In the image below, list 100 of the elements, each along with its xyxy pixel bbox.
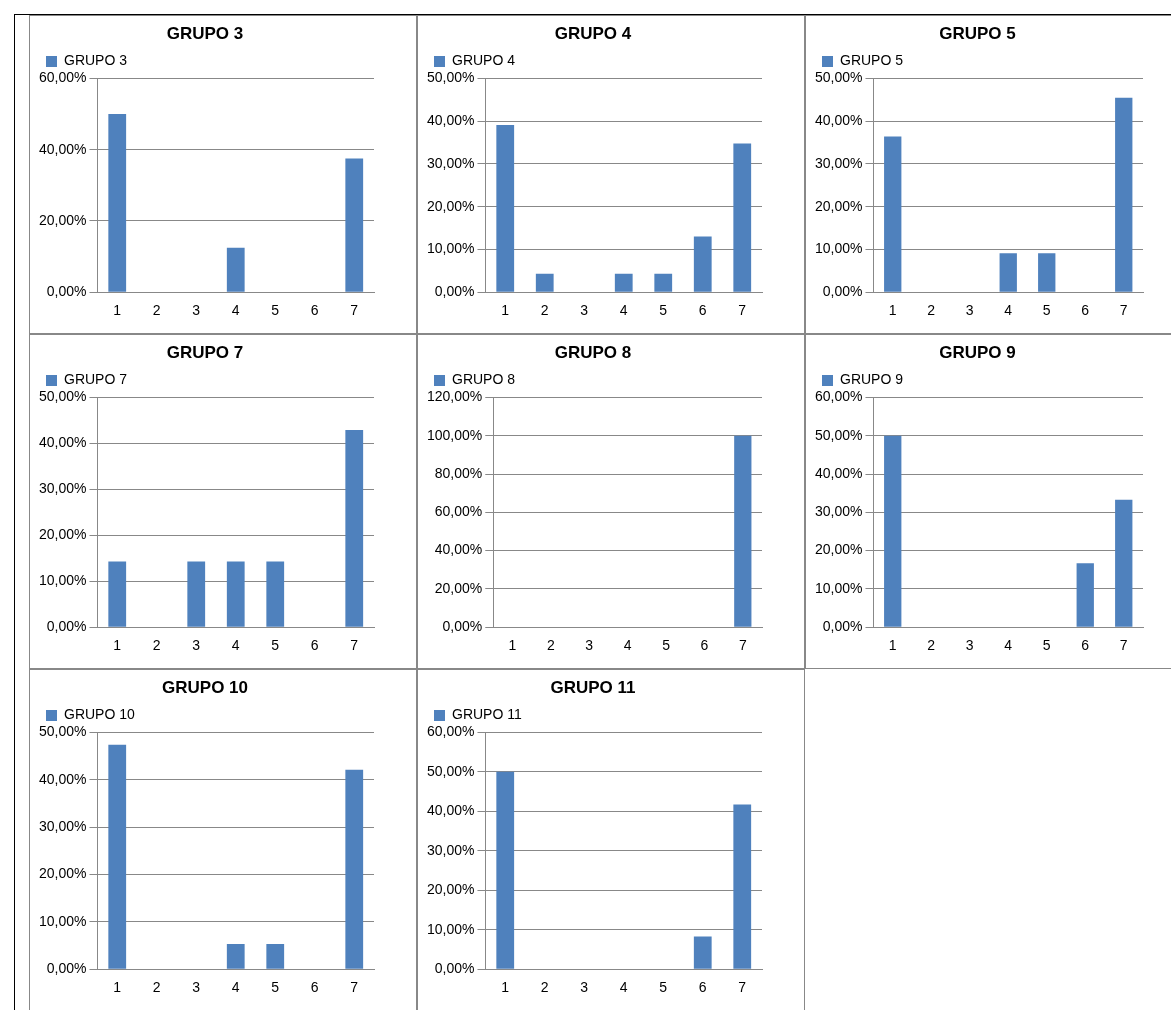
y-tick-label: 10,00% [815, 240, 863, 257]
y-tick-label: 10,00% [427, 920, 475, 937]
x-tick-label: 6 [1081, 302, 1090, 319]
y-tick-label: 20,00% [427, 197, 475, 214]
x-tick-label: 2 [152, 302, 161, 319]
x-tick-label: 3 [192, 637, 201, 654]
chart-title: GRUPO 7 [166, 342, 244, 362]
y-tick-label: 10,00% [39, 572, 87, 589]
y-tick-label: 20,00% [39, 211, 87, 228]
x-tick-label: 7 [350, 637, 359, 654]
x-tick-label: 4 [1004, 637, 1013, 654]
x-tick-label: 2 [927, 637, 936, 654]
legend-label: GRUPO 10 [64, 706, 136, 723]
x-tick-label: 7 [350, 979, 359, 996]
chart-title: GRUPO 8 [554, 342, 632, 362]
x-tick-label: 6 [698, 979, 707, 996]
legend-label: GRUPO 11 [452, 706, 522, 723]
y-tick-label: 40,00% [39, 770, 87, 787]
y-tick-label: 50,00% [427, 762, 475, 779]
y-tick-label: 10,00% [39, 912, 87, 929]
y-tick-label: 20,00% [815, 197, 863, 214]
x-tick-label: 1 [113, 979, 122, 996]
y-tick-label: 0,00% [434, 960, 475, 977]
y-tick-label: 50,00% [39, 723, 87, 740]
x-tick-label: 4 [623, 637, 632, 654]
x-tick-label: 4 [1004, 302, 1013, 319]
y-tick-label: 40,00% [39, 140, 87, 157]
x-tick-label: 1 [888, 302, 897, 319]
x-tick-label: 3 [580, 302, 589, 319]
chart-title: GRUPO 5 [939, 23, 1016, 43]
chart-title: GRUPO 11 [550, 677, 636, 697]
y-tick-label: 60,00% [39, 69, 87, 86]
y-tick-label: 20,00% [427, 881, 475, 898]
legend-label: GRUPO 5 [840, 52, 904, 69]
y-tick-label: 0,00% [46, 960, 87, 977]
x-tick-label: 5 [271, 637, 280, 654]
y-tick-label: 50,00% [39, 388, 87, 405]
x-tick-label: 6 [698, 302, 707, 319]
y-tick-label: 30,00% [427, 154, 475, 171]
y-tick-label: 30,00% [39, 817, 87, 834]
x-tick-label: 1 [888, 637, 897, 654]
x-tick-label: 4 [619, 979, 628, 996]
y-tick-label: 20,00% [815, 541, 863, 558]
y-tick-label: 30,00% [815, 503, 863, 520]
x-tick-label: 2 [927, 302, 936, 319]
chart-title: GRUPO 10 [162, 677, 248, 697]
x-tick-label: 1 [508, 637, 517, 654]
legend-label: GRUPO 7 [64, 371, 128, 388]
chart-title: GRUPO 3 [166, 23, 244, 43]
y-tick-label: 20,00% [39, 526, 87, 543]
y-tick-label: 30,00% [427, 841, 475, 858]
x-tick-label: 1 [113, 302, 122, 319]
y-tick-label: 80,00% [434, 464, 483, 481]
x-tick-label: 7 [1119, 302, 1128, 319]
legend-label: GRUPO 8 [452, 371, 516, 388]
y-tick-label: 40,00% [427, 802, 475, 819]
legend-label: GRUPO 9 [840, 371, 904, 388]
y-tick-label: 30,00% [39, 480, 87, 497]
x-tick-label: 5 [1042, 637, 1051, 654]
x-tick-label: 1 [113, 637, 122, 654]
x-tick-label: 7 [738, 979, 747, 996]
y-tick-label: 20,00% [39, 865, 87, 882]
x-tick-label: 3 [965, 637, 974, 654]
chart-title: GRUPO 4 [554, 23, 632, 43]
x-tick-label: 7 [738, 637, 747, 654]
x-tick-label: 3 [192, 302, 201, 319]
x-tick-label: 3 [965, 302, 974, 319]
y-tick-label: 50,00% [815, 69, 863, 86]
y-tick-label: 60,00% [427, 723, 475, 740]
y-tick-label: 40,00% [815, 112, 863, 129]
x-tick-label: 6 [310, 302, 319, 319]
x-tick-label: 5 [659, 302, 668, 319]
y-tick-label: 0,00% [46, 283, 87, 300]
x-tick-label: 1 [501, 302, 510, 319]
y-tick-label: 20,00% [434, 579, 483, 596]
y-tick-label: 50,00% [427, 69, 475, 86]
y-tick-label: 0,00% [434, 283, 475, 300]
y-tick-label: 0,00% [442, 618, 483, 635]
y-tick-label: 40,00% [39, 434, 87, 451]
x-tick-label: 4 [231, 302, 240, 319]
chart-title: GRUPO 9 [939, 342, 1016, 362]
x-tick-label: 7 [738, 302, 747, 319]
x-tick-label: 2 [152, 637, 161, 654]
y-tick-label: 0,00% [822, 618, 863, 635]
y-tick-label: 10,00% [815, 579, 863, 596]
y-tick-label: 0,00% [46, 618, 87, 635]
x-tick-label: 3 [580, 979, 589, 996]
legend-label: GRUPO 3 [64, 52, 128, 69]
x-tick-label: 6 [700, 637, 709, 654]
x-tick-label: 2 [546, 637, 555, 654]
x-tick-label: 3 [585, 637, 594, 654]
x-tick-label: 6 [310, 637, 319, 654]
x-tick-label: 6 [310, 979, 319, 996]
x-tick-label: 7 [1119, 637, 1128, 654]
y-tick-label: 50,00% [815, 426, 863, 443]
y-tick-label: 40,00% [815, 464, 863, 481]
x-tick-label: 5 [271, 302, 280, 319]
y-tick-label: 40,00% [434, 541, 483, 558]
x-tick-label: 5 [659, 979, 668, 996]
x-tick-label: 7 [350, 302, 359, 319]
